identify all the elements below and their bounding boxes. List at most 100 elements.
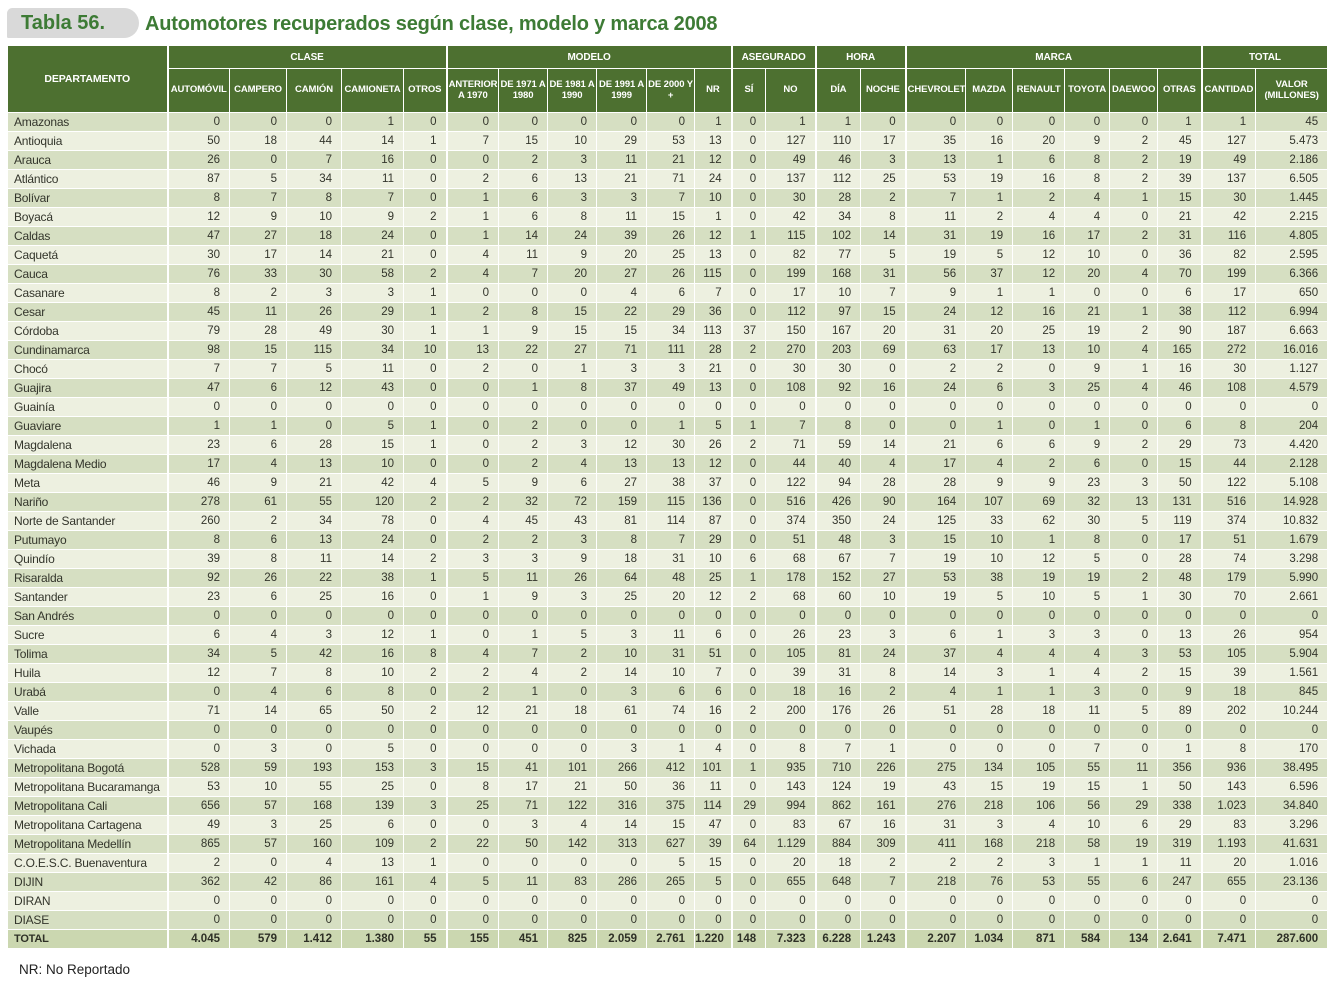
value-cell: 2 <box>860 188 907 208</box>
value-cell: 338 <box>1157 796 1203 816</box>
value-cell: 1 <box>498 378 549 398</box>
value-cell: 31 <box>814 663 862 683</box>
value-cell: 0 <box>596 720 648 740</box>
value-cell: 5 <box>229 644 287 664</box>
value-cell: 31 <box>646 549 696 569</box>
value-cell: 8 <box>445 777 500 797</box>
value-cell: 24 <box>904 302 967 322</box>
value-cell: 39 <box>596 226 648 246</box>
value-cell: 0 <box>498 720 549 740</box>
value-cell: 0 <box>596 891 648 911</box>
value-cell: 6 <box>1064 454 1111 474</box>
value-cell: 34.840 <box>1255 796 1329 816</box>
value-cell: 16 <box>341 644 404 664</box>
value-cell: 47 <box>166 226 230 246</box>
value-cell: 0 <box>445 150 500 170</box>
value-cell: 1 <box>1109 188 1159 208</box>
value-cell: 21 <box>596 169 648 189</box>
table-row: Caquetá 30 17 14 21 0 4 11 9 20 25 13 0 82 77 5 19 5 12 10 0… <box>7 245 1329 265</box>
value-cell: 0 <box>730 530 767 550</box>
table-body: Amazonas 0 0 0 1 0 0 0 0 0 0 1 0 1 1 0 0 0 0 0 0 1 1 45 Antioqui… <box>7 112 1329 949</box>
value-cell: 3 <box>547 587 598 607</box>
value-cell: 0 <box>730 777 767 797</box>
value-cell: 0 <box>814 720 862 740</box>
department-cell: Meta <box>7 473 168 493</box>
department-cell: Casanare <box>7 283 168 303</box>
value-cell: 42 <box>286 644 342 664</box>
value-cell: 0 <box>730 454 767 474</box>
value-cell: 1 <box>402 568 448 588</box>
table-row: DIASE 0 0 0 0 0 0 0 0 0 0 0 0 0 0 0 0 0 0 0 0 0 0 0 <box>7 910 1329 930</box>
value-cell: 10 <box>814 283 862 303</box>
value-cell: 0 <box>730 264 767 284</box>
value-cell: 3 <box>596 739 648 759</box>
value-cell: 15 <box>445 758 500 778</box>
value-cell: 3 <box>498 549 549 569</box>
department-cell: Chocó <box>7 359 168 379</box>
column-header-nr: NR <box>694 68 733 113</box>
value-cell: 3 <box>1012 853 1066 873</box>
value-cell: 2 <box>498 435 549 455</box>
department-cell: Córdoba <box>7 321 168 341</box>
value-cell: 30 <box>646 435 696 455</box>
value-cell: 16 <box>860 815 907 835</box>
column-header-de-1981-a-1990: DE 1981 A 1990 <box>547 68 598 113</box>
value-cell: 2 <box>730 701 767 721</box>
value-cell: 0 <box>1064 112 1111 132</box>
value-cell: 168 <box>814 264 862 284</box>
column-header-de-2000-y-: DE 2000 Y + <box>646 68 696 113</box>
value-cell: 17 <box>1064 226 1111 246</box>
value-cell: 0 <box>402 910 448 930</box>
value-cell: 155 <box>445 929 500 949</box>
table-row: DIJIN 362 42 86 161 4 5 11 83 286 265 5 0 655 648 7 218 7… <box>7 872 1329 892</box>
value-cell: 2 <box>965 359 1014 379</box>
value-cell: 50 <box>166 131 230 151</box>
value-cell: 0 <box>646 910 696 930</box>
value-cell: 9 <box>229 207 287 227</box>
value-cell: 97 <box>814 302 862 322</box>
value-cell: 374 <box>765 511 817 531</box>
value-cell: 11 <box>498 568 549 588</box>
table-row: Boyacá 12 9 10 9 2 1 6 8 11 15 1 0 42 34 8 11 2 4 4 0 21 42 2.2… <box>7 207 1329 227</box>
value-cell: 15 <box>229 340 287 360</box>
value-cell: 19 <box>904 587 967 607</box>
value-cell: 1 <box>445 188 500 208</box>
value-cell: 67 <box>814 549 862 569</box>
value-cell: 14 <box>229 701 287 721</box>
value-cell: 3 <box>547 530 598 550</box>
value-cell: 10 <box>596 644 648 664</box>
value-cell: 12 <box>1012 264 1066 284</box>
value-cell: 8 <box>341 682 404 702</box>
value-cell: 1 <box>402 625 448 645</box>
value-cell: 8 <box>402 644 448 664</box>
value-cell: 2 <box>730 587 767 607</box>
value-cell: 2 <box>1109 435 1159 455</box>
value-cell: 0 <box>730 283 767 303</box>
value-cell: 14.928 <box>1255 492 1329 512</box>
value-cell: 112 <box>765 302 817 322</box>
value-cell: 0 <box>730 872 767 892</box>
value-cell: 8 <box>1064 169 1111 189</box>
value-cell: 150 <box>765 321 817 341</box>
value-cell: 14 <box>341 131 404 151</box>
value-cell: 2 <box>445 492 500 512</box>
value-cell: 1 <box>965 682 1014 702</box>
column-header-autom-vil: AUTOMÓVIL <box>166 68 230 113</box>
value-cell: 3 <box>341 283 404 303</box>
value-cell: 22 <box>445 834 500 854</box>
value-cell: 122 <box>1200 473 1257 493</box>
value-cell: 0 <box>166 739 230 759</box>
value-cell: 6 <box>498 188 549 208</box>
value-cell: 33 <box>965 511 1014 531</box>
column-header-otras: OTRAS <box>1157 68 1203 113</box>
value-cell: 0 <box>445 397 500 417</box>
value-cell: 11 <box>694 777 733 797</box>
value-cell: 0 <box>860 112 907 132</box>
value-cell: 0 <box>860 359 907 379</box>
value-cell: 20 <box>1200 853 1257 873</box>
value-cell: 0 <box>402 891 448 911</box>
value-cell: 1 <box>166 416 230 436</box>
table-row: Santander 23 6 25 16 0 1 9 3 25 20 12 2 68 60 10 19 5 10 5 1… <box>7 587 1329 607</box>
value-cell: 6.366 <box>1255 264 1329 284</box>
value-cell: 10 <box>646 663 696 683</box>
